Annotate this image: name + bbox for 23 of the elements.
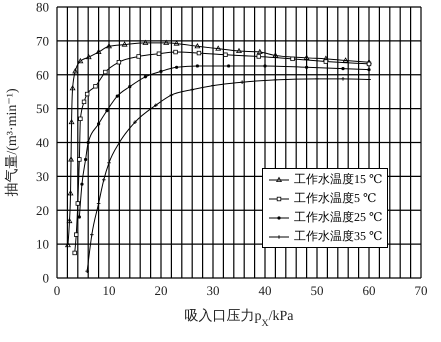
x-tick-label: 70 [414,283,428,298]
legend-label: 工作水温度15 ℃ [294,171,382,188]
x-tick-label: 50 [310,283,324,298]
y-tick-label: 10 [36,236,49,252]
y-axis-title: 抽气量/(m³·min⁻¹) [4,88,20,197]
y-tick-label: 80 [36,0,49,15]
x-axis-title: 吸入口压力p$_{X}$/kPa [184,308,294,328]
y-tick-label: 50 [36,101,49,116]
x-tick-label: 10 [102,283,116,298]
y-tick-label: 70 [36,33,49,48]
y-tick-label: 40 [36,135,49,150]
y-tick-label: 60 [36,67,49,82]
y-tick-label: 30 [36,168,49,184]
legend-label: 工作水温度5 ℃ [294,190,376,207]
x-tick-label: 20 [154,283,168,298]
x-tick-label: 0 [54,283,60,298]
x-tick-label: 40 [258,283,272,298]
x-tick-label: 60 [362,283,376,298]
legend-label: 工作水温度25 ℃ [294,209,382,226]
x-tick-label: 30 [206,283,220,298]
y-tick-label: 0 [42,270,49,286]
y-tick-label: 20 [36,202,49,218]
legend-label: 工作水温度35 ℃ [294,228,382,245]
